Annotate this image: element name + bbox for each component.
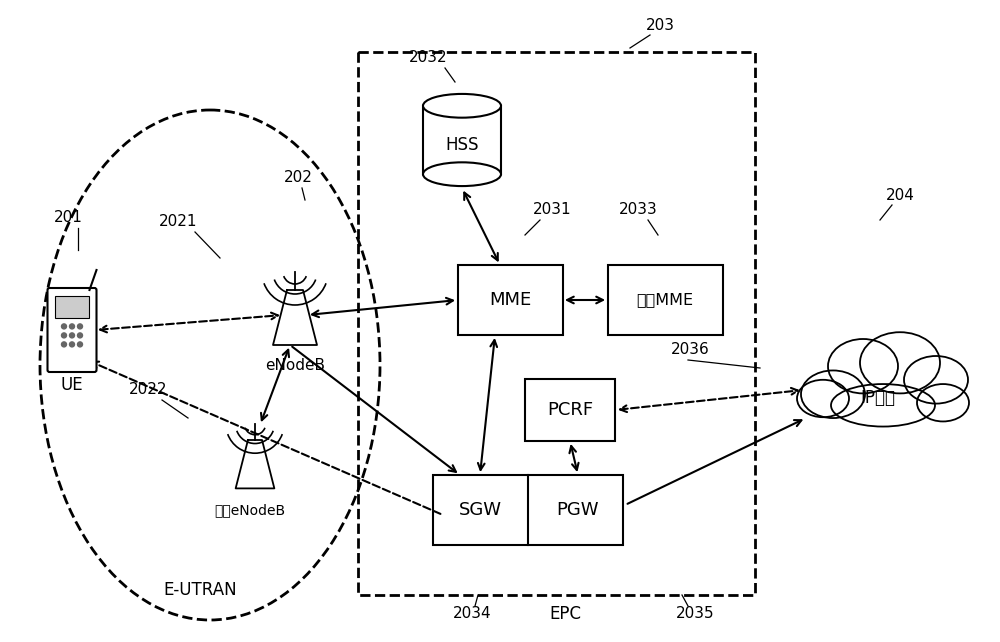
Bar (525, 379, 615, 441)
Bar (608, 265, 722, 335)
Text: PCRF: PCRF (547, 401, 593, 419)
Text: IP业务: IP业务 (860, 389, 896, 407)
Ellipse shape (423, 162, 501, 186)
Text: 2035: 2035 (676, 607, 714, 621)
FancyBboxPatch shape (48, 288, 96, 372)
Text: 2034: 2034 (453, 607, 491, 621)
Text: E-UTRAN: E-UTRAN (163, 581, 237, 599)
Text: 2022: 2022 (129, 383, 167, 397)
Circle shape (62, 333, 66, 338)
Text: eNodeB: eNodeB (265, 358, 325, 372)
Bar (458, 265, 562, 335)
Text: 203: 203 (646, 17, 674, 33)
Ellipse shape (831, 384, 935, 426)
Circle shape (62, 324, 66, 329)
Polygon shape (236, 440, 274, 489)
Ellipse shape (801, 370, 865, 418)
Ellipse shape (797, 380, 849, 417)
Text: UE: UE (61, 376, 83, 394)
Text: 其它eNodeB: 其它eNodeB (214, 503, 286, 517)
Text: 201: 201 (54, 211, 82, 225)
Text: 2032: 2032 (409, 51, 447, 65)
Text: HSS: HSS (445, 136, 479, 154)
Ellipse shape (917, 384, 969, 421)
Ellipse shape (860, 332, 940, 394)
Text: 204: 204 (886, 187, 914, 202)
Bar (55, 296, 89, 318)
Circle shape (70, 333, 74, 338)
Text: SGW: SGW (458, 501, 502, 519)
Text: 2021: 2021 (159, 214, 197, 229)
Bar (423, 106, 501, 174)
Circle shape (78, 333, 82, 338)
Circle shape (70, 342, 74, 347)
Text: PGW: PGW (557, 501, 599, 519)
Text: 2036: 2036 (671, 342, 709, 358)
Text: EPC: EPC (549, 605, 581, 623)
Ellipse shape (904, 356, 968, 404)
Bar (358, 52, 755, 595)
Circle shape (78, 324, 82, 329)
Circle shape (70, 324, 74, 329)
Ellipse shape (423, 94, 501, 117)
Text: 202: 202 (284, 171, 312, 186)
Text: MME: MME (489, 291, 531, 309)
Bar (432, 475, 622, 545)
Polygon shape (273, 290, 317, 345)
Text: 2031: 2031 (533, 202, 571, 218)
Text: 2033: 2033 (619, 202, 657, 218)
Ellipse shape (828, 339, 898, 394)
Circle shape (78, 342, 82, 347)
Circle shape (62, 342, 66, 347)
Text: 其它MME: 其它MME (636, 293, 694, 308)
